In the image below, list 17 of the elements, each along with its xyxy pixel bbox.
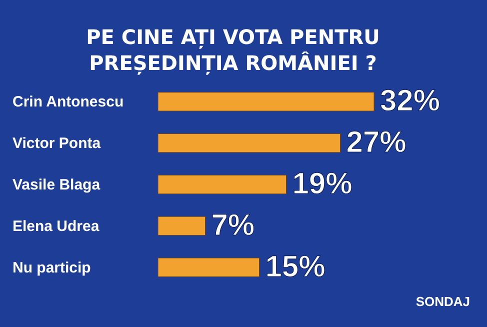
y-tick-label: Victor Ponta <box>12 135 102 152</box>
bar <box>158 134 340 153</box>
text: SONDAJ <box>416 294 470 309</box>
bar <box>158 92 374 112</box>
data-label: 19% <box>292 168 352 200</box>
chart-title: PE CINE AȚI VOTA PENTRU PREȘEDINȚIA ROMÂNIEI ? <box>86 25 380 75</box>
bar <box>158 258 260 277</box>
data-label: 32% <box>380 84 440 118</box>
y-tick-label: Elena Udrea <box>12 218 100 235</box>
y-tick-label: Crin Antonescu <box>12 94 124 111</box>
bar <box>158 216 206 236</box>
y-tick-label: Nu particip <box>12 259 91 276</box>
data-label: 27% <box>346 126 406 160</box>
data-label: 7% <box>211 208 255 242</box>
bar <box>158 174 286 194</box>
y-tick-label: Vasile Blaga <box>12 176 101 194</box>
data-label: 15% <box>265 250 326 284</box>
